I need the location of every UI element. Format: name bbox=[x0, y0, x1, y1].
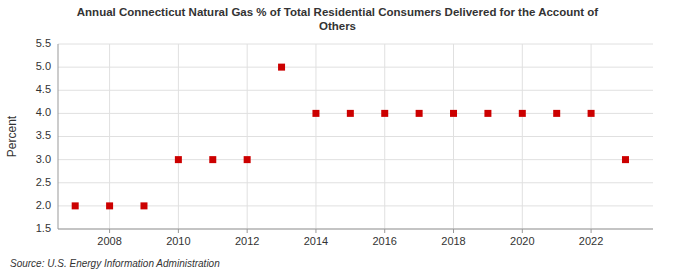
x-tick-label: 2012 bbox=[235, 235, 259, 247]
grid-line bbox=[384, 44, 385, 229]
x-tick-label: 2022 bbox=[579, 235, 603, 247]
x-tick-label: 2020 bbox=[510, 235, 534, 247]
point bbox=[484, 110, 491, 117]
y-tick-label: 4.5 bbox=[36, 83, 51, 95]
x-tick bbox=[522, 229, 523, 233]
x-tick-label: 2010 bbox=[166, 235, 190, 247]
x-tick-label: 2008 bbox=[97, 235, 121, 247]
annotation: Source: U.S. Energy Information Administ… bbox=[10, 258, 220, 269]
x-tick-label: 2016 bbox=[372, 235, 396, 247]
x-tick-label: 2014 bbox=[304, 235, 328, 247]
grid-line bbox=[315, 44, 316, 229]
chart: Annual Connecticut Natural Gas % of Tota… bbox=[0, 0, 675, 275]
x-tick bbox=[109, 229, 110, 233]
grid-line bbox=[58, 113, 653, 114]
grid-line bbox=[58, 67, 653, 68]
grid-line bbox=[453, 44, 454, 229]
grid-line bbox=[58, 90, 653, 91]
y-tick-label: 5.0 bbox=[36, 60, 51, 72]
grid-line bbox=[109, 44, 110, 229]
point bbox=[278, 64, 285, 71]
point bbox=[244, 156, 251, 163]
point bbox=[140, 202, 147, 209]
grid-line bbox=[58, 229, 653, 230]
y-axis-label: Percent bbox=[5, 115, 19, 157]
x-tick bbox=[247, 229, 248, 233]
point bbox=[106, 202, 113, 209]
grid-line bbox=[522, 44, 523, 229]
x-tick bbox=[178, 229, 179, 233]
y-tick-label: 4.0 bbox=[36, 106, 51, 118]
x-tick bbox=[315, 229, 316, 233]
y-tick-label: 2.5 bbox=[36, 176, 51, 188]
y-tick-label: 3.0 bbox=[36, 153, 51, 165]
x-tick bbox=[591, 229, 592, 233]
x-tick bbox=[453, 229, 454, 233]
point bbox=[312, 110, 319, 117]
grid-line bbox=[58, 182, 653, 183]
point bbox=[72, 202, 79, 209]
x-tick bbox=[384, 229, 385, 233]
y-tick-label: 1.5 bbox=[36, 222, 51, 234]
grid bbox=[58, 44, 653, 229]
point bbox=[347, 110, 354, 117]
y-tick-label: 2.0 bbox=[36, 199, 51, 211]
grid-line bbox=[58, 159, 653, 160]
grid-line bbox=[178, 44, 179, 229]
point bbox=[519, 110, 526, 117]
point bbox=[416, 110, 423, 117]
x-tick-label: 2018 bbox=[441, 235, 465, 247]
x-axis-line bbox=[58, 229, 653, 230]
grid-line bbox=[247, 44, 248, 229]
y-axis-line bbox=[58, 44, 59, 229]
point bbox=[553, 110, 560, 117]
point bbox=[381, 110, 388, 117]
series bbox=[72, 64, 629, 210]
grid-line bbox=[591, 44, 592, 229]
point bbox=[622, 156, 629, 163]
axes: 1.5 2.0 2.5 3.0 3.5 4.0 4.5 5.0 5.5 2008 2010 2012 2… bbox=[36, 37, 653, 247]
y-tick-label: 3.5 bbox=[36, 129, 51, 141]
point bbox=[209, 156, 216, 163]
grid-line bbox=[58, 136, 653, 137]
title: Annual Connecticut Natural Gas % of Tota… bbox=[77, 6, 599, 32]
point bbox=[588, 110, 595, 117]
y-tick-label: 5.5 bbox=[36, 37, 51, 49]
grid-line bbox=[58, 44, 653, 45]
point bbox=[450, 110, 457, 117]
point bbox=[175, 156, 182, 163]
